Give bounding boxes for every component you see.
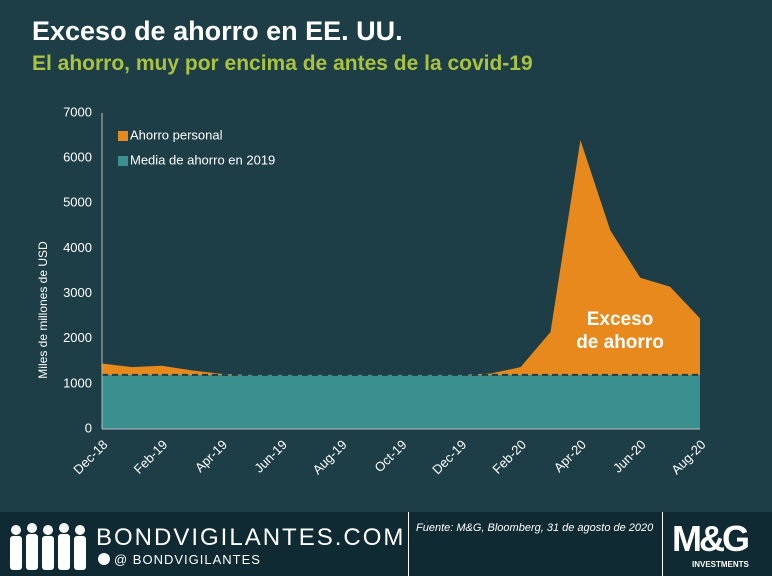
twitter-icon bbox=[98, 553, 110, 565]
annotation: Exceso de ahorro bbox=[576, 309, 664, 353]
x-tick-label: Feb-19 bbox=[131, 437, 171, 477]
area bbox=[102, 374, 700, 429]
legend-swatch bbox=[118, 131, 128, 141]
legend-label: Ahorro personal bbox=[130, 127, 223, 142]
x-tick-label: Jun-20 bbox=[610, 437, 649, 476]
legend-swatch bbox=[118, 156, 128, 166]
x-tick-label: Jun-19 bbox=[251, 437, 290, 476]
x-tick-label: Apr-19 bbox=[192, 437, 230, 475]
y-tick-label: 5000 bbox=[63, 195, 92, 210]
x-tick-label: Feb-20 bbox=[489, 437, 529, 477]
x-tick-label: Apr-20 bbox=[551, 437, 589, 475]
x-tick-label: Aug-20 bbox=[668, 437, 708, 477]
y-axis-label: Miles de millones de USD bbox=[36, 241, 50, 379]
x-tick-label: Oct-19 bbox=[371, 437, 409, 475]
y-tick-label: 0 bbox=[85, 420, 92, 435]
site-name: BONDVIGILANTES.COM bbox=[96, 524, 406, 551]
footer: BONDVIGILANTES.COM @ BONDVIGILANTES Fuen… bbox=[0, 512, 772, 576]
divider bbox=[662, 512, 663, 576]
legend-label: Media de ahorro en 2019 bbox=[130, 152, 275, 167]
chart-title: Exceso de ahorro en EE. UU. bbox=[32, 16, 403, 46]
x-tick-label: Aug-19 bbox=[310, 437, 350, 477]
y-tick-label: 1000 bbox=[63, 375, 92, 390]
divider bbox=[408, 512, 409, 576]
y-tick-label: 2000 bbox=[63, 330, 92, 345]
x-tick-label: Dec-19 bbox=[429, 437, 469, 477]
source: Fuente: M&G, Bloomberg, 31 de agosto de … bbox=[416, 522, 654, 534]
chart: Miles de millones de USD 0 1000 2000 3000 40… bbox=[36, 104, 708, 477]
logo-people bbox=[10, 523, 86, 570]
handle: @ BONDVIGILANTES bbox=[114, 552, 261, 567]
y-tick-label: 7000 bbox=[63, 104, 92, 119]
logo-sub: INVESTMENTS bbox=[692, 560, 749, 569]
y-tick-label: 3000 bbox=[63, 285, 92, 300]
chart-subtitle: El ahorro, muy por encima de antes de la… bbox=[32, 52, 533, 75]
y-tick-label: 6000 bbox=[63, 150, 92, 165]
y-tick-label: 4000 bbox=[63, 240, 92, 255]
area bbox=[102, 140, 700, 430]
x-tick-label: Dec-18 bbox=[70, 437, 110, 477]
logo: M&G bbox=[672, 518, 750, 559]
